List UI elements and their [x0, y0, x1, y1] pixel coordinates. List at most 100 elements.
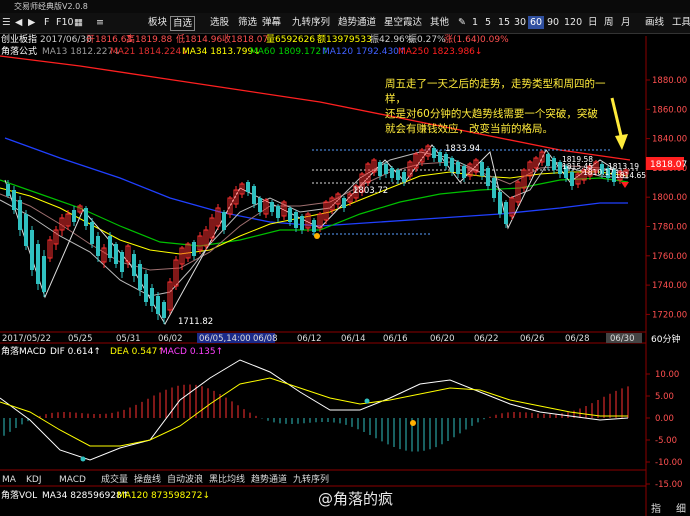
indicator-tab[interactable]: 成交量 — [101, 473, 128, 485]
period-90[interactable]: 90 — [547, 17, 560, 28]
macd-tick-label: -10.00 — [655, 458, 682, 468]
candle-body — [281, 201, 287, 217]
candle-body — [438, 152, 442, 162]
candle — [167, 278, 173, 314]
grid-icon[interactable]: ▦ — [74, 17, 83, 28]
period-15[interactable]: 15 — [498, 17, 511, 28]
candle — [552, 156, 556, 174]
indicator-tab[interactable]: 黑比均线 — [209, 473, 245, 485]
header-high: 高1819.88 — [126, 33, 172, 45]
menu-icon[interactable]: ☰ — [2, 17, 11, 28]
macd-axis: 10.00 5.00 0.00 -5.00 -10.00 -15.00 — [646, 370, 682, 490]
candle-body — [539, 151, 545, 163]
back-icon[interactable]: ◀ — [15, 17, 23, 28]
candle — [456, 160, 460, 178]
candle — [209, 214, 215, 242]
candle-body — [276, 206, 280, 218]
annotation-line-1: 周五走了一天之后的走势，走势类型和周四的一样， — [385, 78, 606, 105]
candle — [6, 180, 10, 198]
candle — [246, 180, 250, 196]
candle-body — [407, 161, 413, 177]
period-30[interactable]: 30 — [514, 17, 527, 28]
indicator-tab[interactable]: 趋势通道 — [251, 473, 287, 485]
indicator-tab[interactable]: KDJ — [26, 475, 42, 485]
date-label: 06/05,14:00 — [199, 334, 251, 344]
macd-tick-label: 0.00 — [655, 414, 674, 424]
candle-body — [342, 198, 346, 208]
candle-body — [179, 247, 185, 265]
candle — [215, 204, 221, 230]
candle-body — [402, 172, 406, 182]
candle-body — [246, 182, 250, 192]
candle — [138, 260, 142, 296]
kline-chart[interactable]: 创业板指 2017/06/30 开1816.63 高1819.88 低1814.… — [0, 33, 690, 516]
period-5[interactable]: 5 — [485, 17, 492, 28]
list-icon[interactable]: ≡ — [96, 17, 104, 28]
candle — [539, 150, 545, 166]
date-label: 06/08 — [253, 334, 278, 344]
indicator-tab[interactable]: MACD — [59, 475, 86, 485]
candle — [509, 196, 515, 220]
signal-dot — [314, 233, 320, 239]
period-month[interactable]: 月 — [621, 17, 631, 28]
candle — [438, 150, 442, 166]
period-60[interactable]: 60 — [528, 16, 545, 29]
candle-body — [114, 244, 118, 264]
candle-body — [96, 236, 100, 256]
candle — [515, 180, 521, 206]
candle-body — [384, 164, 388, 174]
date-label: 06/20 — [430, 334, 455, 344]
period-week[interactable]: 周 — [604, 17, 614, 28]
header-chg: 振0.27% — [408, 33, 446, 45]
candle — [593, 160, 599, 176]
period-1[interactable]: 1 — [472, 17, 479, 28]
candle-body — [263, 199, 269, 215]
candle-body — [456, 162, 460, 174]
indicator-tab[interactable]: 九转序列 — [293, 473, 329, 485]
candle-body — [203, 229, 209, 247]
tab-xuangu[interactable]: 选股 — [210, 17, 230, 28]
date-label: 06/28 — [565, 334, 590, 344]
candle — [600, 162, 604, 178]
header-close: 收1818.07 — [222, 33, 268, 45]
tool-pen[interactable]: ✎ — [458, 17, 466, 28]
candle-body — [552, 158, 556, 170]
indicator-tab[interactable]: 操盘线 — [134, 473, 161, 485]
candle — [527, 160, 533, 180]
tab-bankuai[interactable]: 板块 — [148, 17, 168, 28]
date-label: 05/31 — [116, 334, 141, 344]
forward-icon[interactable]: ▶ — [28, 17, 36, 28]
candle — [72, 206, 76, 226]
tools-button[interactable]: 工具 — [672, 17, 690, 28]
tool-f10[interactable]: F10 — [56, 17, 74, 28]
tool-f[interactable]: F — [44, 17, 50, 28]
tab-zixuan[interactable]: 自选 — [170, 16, 196, 31]
draw-line-button[interactable]: 画线 — [645, 17, 665, 28]
period-120[interactable]: 120 — [564, 17, 583, 28]
candle-body — [335, 193, 341, 205]
tab-other[interactable]: 其他 — [430, 17, 450, 28]
candle — [24, 210, 28, 250]
indicator-tab[interactable]: MA — [2, 475, 17, 485]
period-label: 60分钟 — [651, 333, 680, 345]
tab-shaixuan[interactable]: 筛选 — [238, 17, 258, 28]
candle — [144, 270, 148, 306]
price-label-1815: 1815.45 — [562, 162, 593, 171]
price-tick-label: 1800.00 — [652, 193, 687, 203]
analysis-annotation: 周五走了一天之后的走势，走势类型和周四的一样， 还是对60分钟的大趋势线需要一个… — [385, 77, 615, 137]
candle-body — [432, 148, 436, 158]
tab-jiuzhuan[interactable]: 九转序列 — [292, 17, 331, 28]
candle — [462, 164, 466, 182]
tab-xingkong[interactable]: 星空霞达 — [384, 17, 423, 28]
candle — [132, 250, 136, 282]
candle — [185, 242, 191, 262]
tab-qushi[interactable]: 趋势通道 — [338, 17, 377, 28]
tab-danmu[interactable]: 弹幕 — [262, 17, 282, 28]
indicator-tab[interactable]: 自动波浪 — [167, 473, 203, 485]
candle-body — [462, 166, 466, 178]
period-day[interactable]: 日 — [588, 17, 598, 28]
candle — [335, 192, 341, 208]
candle-body — [59, 217, 65, 231]
header-rise: 涨(1.64)0.09% — [444, 34, 509, 45]
candle — [402, 170, 406, 186]
